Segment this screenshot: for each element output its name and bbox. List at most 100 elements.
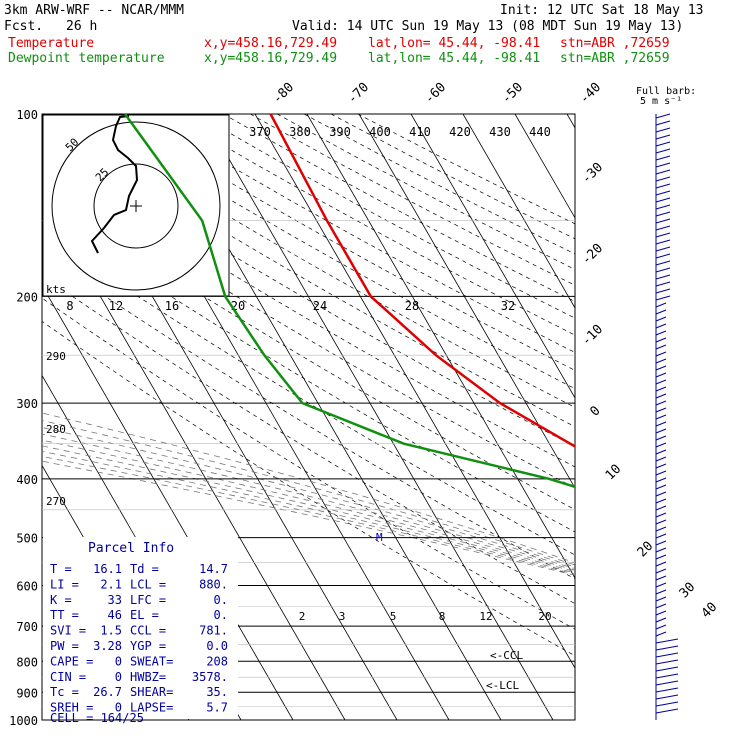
temperature-profile <box>269 114 575 448</box>
parcel-key: EL = <box>130 608 159 622</box>
parcel-value: 0. <box>214 608 228 622</box>
wind-barb <box>655 428 667 434</box>
wind-barb <box>655 407 667 413</box>
wind-barb <box>655 169 671 175</box>
temperature-station: stn=ABR ,72659 <box>560 36 670 51</box>
wind-barb <box>655 204 671 210</box>
wind-barb <box>655 309 667 315</box>
isotherm-label: 20 <box>635 539 657 561</box>
temperature-legend: Temperature <box>8 36 95 51</box>
isotherm-label: 10 <box>603 462 625 484</box>
mixing-ratio-label: 5 <box>390 610 397 623</box>
wind-barb <box>655 190 671 196</box>
wind-barb <box>655 239 671 245</box>
theta-label: 440 <box>529 125 551 139</box>
mixing-ratio-label: 2 <box>299 610 306 623</box>
parcel-key: T = <box>50 562 72 576</box>
wind-barb <box>655 141 671 147</box>
wind-barb <box>655 302 667 308</box>
wind-barb <box>655 547 667 553</box>
parcel-value: 781. <box>199 624 228 638</box>
isotherm-line <box>723 114 740 720</box>
wind-barb <box>655 463 667 469</box>
marker-label: M <box>376 531 383 544</box>
wind-barb <box>655 638 679 644</box>
wind-barb <box>655 358 667 364</box>
parcel-key: YGP = <box>130 639 166 653</box>
wind-barb <box>655 267 671 273</box>
wind-barb <box>655 610 667 616</box>
parcel-key: LAPSE= <box>130 701 173 715</box>
parcel-value: 0 <box>115 670 122 684</box>
wind-barb <box>655 519 667 525</box>
wind-barb <box>655 631 667 637</box>
parcel-cell: CELL = 164/25 <box>50 711 144 725</box>
isotherm-label: -30 <box>579 160 606 187</box>
parcel-value: 16.1 <box>93 562 122 576</box>
theta-label: 420 <box>449 125 471 139</box>
wind-barb <box>655 386 667 392</box>
parcel-value: 35. <box>206 685 228 699</box>
theta-label: 400 <box>369 125 391 139</box>
forecast-label: Fcst. <box>4 19 44 34</box>
wind-barb <box>655 680 679 686</box>
pressure-tick-label: 500 <box>16 532 38 546</box>
parcel-value: 33 <box>108 593 122 607</box>
mixing-ratio-label: 24 <box>313 299 327 313</box>
wind-barb <box>655 197 671 203</box>
wind-barb <box>655 561 667 567</box>
wind-barb <box>655 673 679 679</box>
parcel-key: Tc = <box>50 685 79 699</box>
hodograph-ring-25 <box>93 163 179 249</box>
hodograph-ring-50 <box>51 121 221 291</box>
moist-adiabat <box>42 420 575 566</box>
mixing-ratio-label: 28 <box>405 299 419 313</box>
pressure-tick-label: 100 <box>16 108 38 122</box>
wind-barb <box>655 617 667 623</box>
wind-barb <box>655 337 667 343</box>
parcel-value: 3.28 <box>93 639 122 653</box>
wind-barb <box>655 470 667 476</box>
parcel-key: Td = <box>130 562 159 576</box>
parcel-key: CAPE = <box>50 654 93 668</box>
isotherm-label: 40 <box>699 600 721 622</box>
parcel-title: Parcel Info <box>88 541 174 556</box>
isotherm-label: -10 <box>579 322 606 349</box>
isotherm-label: -50 <box>499 80 526 107</box>
ccl-label: <-CCL <box>490 649 523 662</box>
wind-barb <box>655 491 667 497</box>
wind-barb <box>655 365 667 371</box>
mixing-ratio-label: 20 <box>538 610 551 623</box>
wind-barb <box>655 624 667 630</box>
parcel-value: 3578. <box>192 670 228 684</box>
parcel-value: 0 <box>115 654 122 668</box>
pressure-tick-label: 700 <box>16 620 38 634</box>
parcel-key: CIN = <box>50 670 86 684</box>
parcel-value: 880. <box>199 577 228 591</box>
pressure-tick-label: 800 <box>16 655 38 669</box>
temperature-xy: x,y=458.16,729.49 <box>204 36 338 51</box>
isotherm-line <box>462 114 575 309</box>
wind-barb-key-unit: 5 m s⁻¹ <box>640 96 682 107</box>
parcel-key: LCL = <box>130 577 166 591</box>
wind-barb <box>655 652 679 658</box>
parcel-key: LFC = <box>130 593 166 607</box>
forecast-hour: 26 h <box>66 19 98 34</box>
parcel-key: CCL = <box>130 624 166 638</box>
wind-barb <box>655 323 667 329</box>
wind-barb <box>655 603 667 609</box>
wind-barb-key-label: Full barb: <box>636 86 696 97</box>
wind-barb <box>655 183 671 189</box>
parcel-value: 26.7 <box>93 685 122 699</box>
temperature-latlon: lat,lon= 45.44, -98.41 <box>368 36 541 51</box>
moist-adiabat <box>42 427 575 568</box>
wind-barb <box>655 176 671 182</box>
parcel-value: 0. <box>214 593 228 607</box>
dewpoint-legend: Dewpoint temperature <box>8 51 165 66</box>
wind-barb <box>655 687 679 693</box>
wind-barb <box>655 281 671 287</box>
wind-barb <box>655 134 671 140</box>
pressure-tick-label: 1000 <box>9 714 38 728</box>
